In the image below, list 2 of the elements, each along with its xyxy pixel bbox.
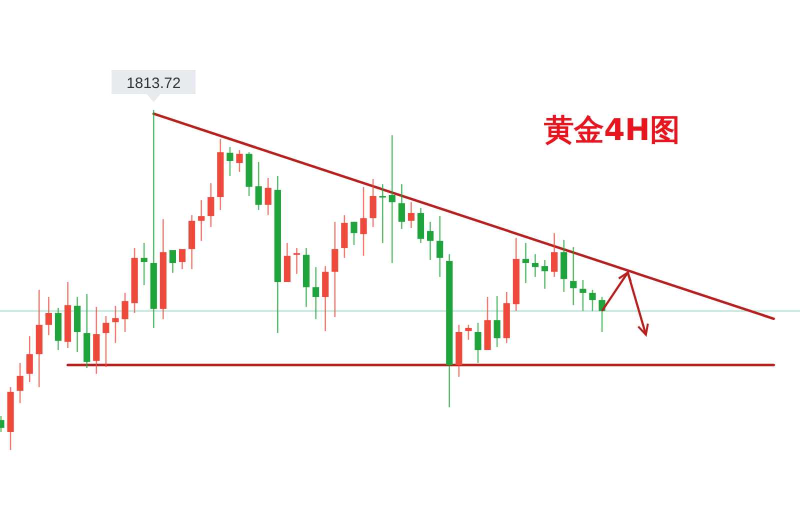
chart-title: 黄金4H图 [544,113,680,148]
annotation: 1813.72 [126,75,181,92]
